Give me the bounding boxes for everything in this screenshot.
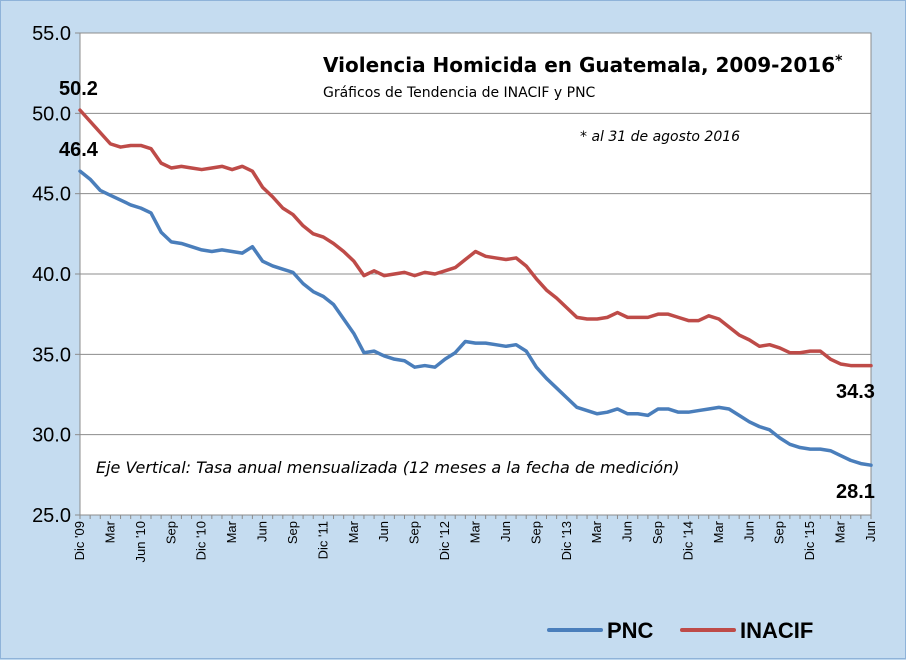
x-tick-label-15: Sep — [528, 521, 543, 544]
x-tick-label-11: Sep — [407, 521, 422, 544]
series-line-pnc — [78, 169, 873, 467]
inacif-start-label: 50.2 — [59, 78, 98, 100]
y-tick-label-1: 30.0 — [32, 425, 71, 447]
x-tick-label-19: Sep — [650, 521, 665, 544]
x-tick-label-17: Mar — [589, 520, 604, 543]
x-tick-label-7: Sep — [285, 521, 300, 544]
x-tick-label-14: Jun — [498, 521, 513, 542]
x-tick-label-22: Jun — [741, 521, 756, 542]
x-tick-label-26: Jun — [863, 521, 878, 542]
y-tick-label-5: 50.0 — [32, 103, 71, 125]
x-tick-label-2: Jun '10 — [133, 521, 148, 563]
y-axis-ticks: 25.0 30.0 35.0 40.0 45.0 50.0 55.0 — [32, 23, 80, 527]
x-tick-label-21: Mar — [711, 520, 726, 543]
x-tick-label-4: Dic '10 — [194, 521, 209, 560]
title-asterisk: * — [835, 53, 843, 69]
x-tick-label-1: Mar — [102, 520, 117, 543]
x-tick-label-13: Mar — [468, 520, 483, 543]
y-tick-label-2: 35.0 — [32, 344, 71, 366]
pnc-start-label: 46.4 — [59, 139, 99, 161]
x-tick-label-10: Jun — [376, 521, 391, 542]
x-tick-label-16: Dic '13 — [559, 521, 574, 560]
series-line-inacif — [78, 108, 873, 368]
gridlines — [80, 112, 871, 436]
legend-pnc-label: PNC — [607, 618, 654, 643]
x-tick-label-20: Dic '14 — [680, 521, 695, 560]
x-tick-label-8: Dic '11 — [315, 521, 330, 559]
chart-subtitle: Gráficos de Tendencia de INACIF y PNC — [323, 85, 596, 101]
y-tick-label-3: 40.0 — [32, 264, 71, 286]
y-tick-label-0: 25.0 — [32, 505, 71, 527]
x-tick-label-5: Mar — [224, 520, 239, 543]
x-tick-label-3: Sep — [163, 521, 178, 544]
chart-title: Violencia Homicida en Guatemala, 2009-20… — [323, 53, 843, 77]
y-tick-label-6: 55.0 — [32, 23, 71, 45]
x-tick-label-12: Dic '12 — [437, 521, 452, 560]
x-tick-label-6: Jun — [255, 521, 270, 542]
x-tick-label-0: Dic '09 — [72, 521, 87, 560]
x-tick-label-24: Dic '15 — [802, 521, 817, 560]
x-axis-ticks: Dic '09 Mar Jun '10 Sep Dic '10 Mar Jun Sep Dic … — [72, 515, 878, 563]
legend-inacif-label: INACIF — [740, 618, 813, 643]
pnc-end-label: 28.1 — [836, 481, 875, 503]
y-tick-label-4: 45.0 — [32, 184, 71, 206]
x-tick-label-25: Mar — [833, 520, 848, 543]
x-tick-label-18: Jun — [620, 521, 635, 542]
legend: PNC INACIF — [547, 618, 813, 643]
inacif-end-label: 34.3 — [836, 381, 875, 403]
x-tick-label-23: Sep — [772, 521, 787, 544]
series-lines — [78, 108, 873, 467]
axis-note: Eje Vertical: Tasa anual mensualizada (1… — [96, 458, 679, 477]
date-note: * al 31 de agosto 2016 — [580, 129, 740, 145]
x-tick-label-9: Mar — [346, 520, 361, 543]
